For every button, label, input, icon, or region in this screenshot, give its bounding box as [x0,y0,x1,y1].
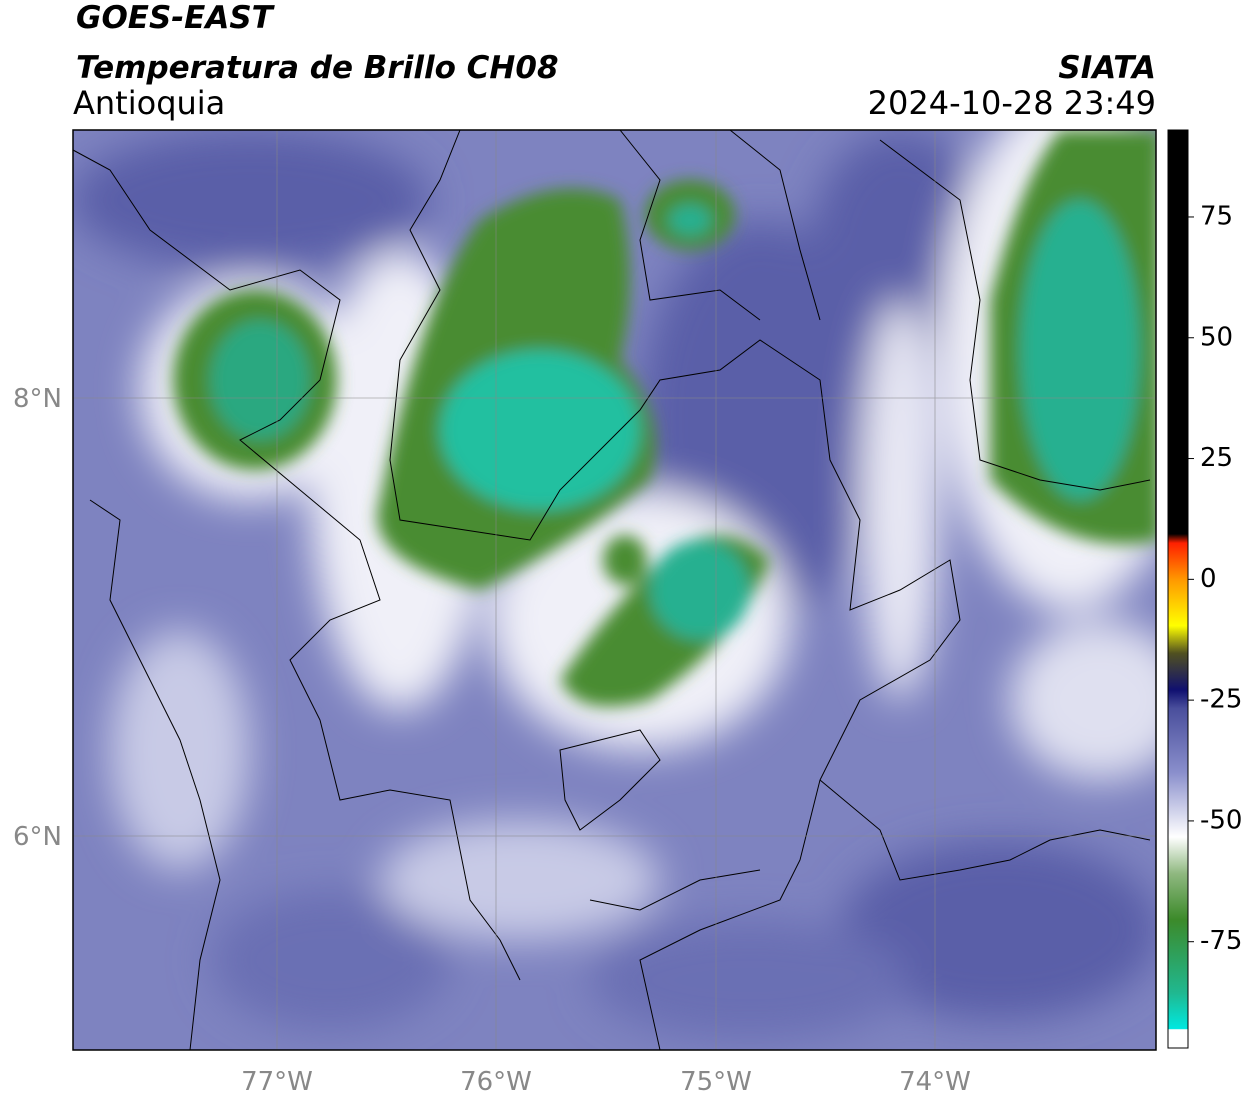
map-frame [72,129,1157,1051]
colorbar-tick-label: -25 [1200,685,1242,715]
datetime: 2024-10-28 23:49 [868,84,1156,122]
map [73,130,1156,1050]
lon-label: 74°W [899,1067,971,1097]
colorbar [1167,129,1189,1049]
lon-label: 77°W [241,1067,313,1097]
subtitle: Temperatura de Brillo CH08 [76,50,559,86]
region: Antioquia [73,84,225,122]
colorbar-tick-label: -75 [1200,926,1242,956]
colorbar-tick-label: 50 [1200,322,1233,352]
colorbar-tick-label: 0 [1200,564,1217,594]
source: SIATA [1058,50,1156,86]
colorbar-tick-label: 25 [1200,443,1233,473]
colorbar-tick-label: -50 [1200,805,1242,835]
lat-label: 8°N [13,384,62,414]
colorbar-tick-label: 75 [1200,201,1233,231]
lat-label: 6°N [13,822,62,852]
graticule [73,130,1156,1050]
title: GOES-EAST [76,0,276,36]
lon-label: 75°W [680,1067,752,1097]
lon-label: 76°W [460,1067,532,1097]
